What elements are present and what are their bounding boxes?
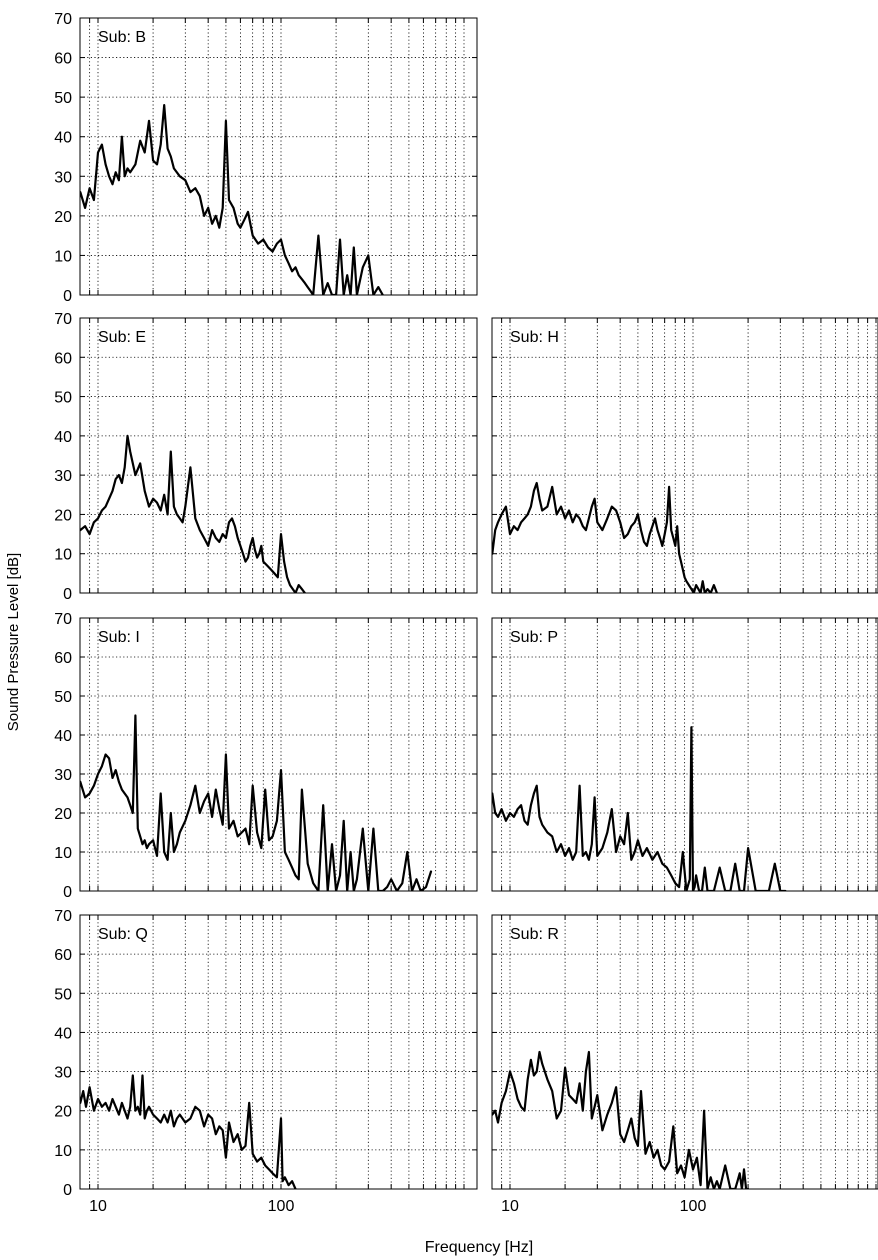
panel-label: Sub: Q xyxy=(98,926,148,943)
panel-label: Sub: H xyxy=(510,329,559,346)
grid xyxy=(80,915,477,1189)
x-tick-label: 10 xyxy=(501,1198,519,1215)
y-tick-label: 30 xyxy=(54,468,72,485)
y-tick-label: 40 xyxy=(54,130,72,147)
y-tick-label: 40 xyxy=(54,728,72,745)
series-line xyxy=(492,1050,750,1189)
panel-sub-e: 0 10 20 30 40 50 60 70 Sub: E xyxy=(54,311,478,603)
y-tick-label: 50 xyxy=(54,689,72,706)
series-line xyxy=(80,714,433,891)
panel-sub-r: 10 100 Sub: R xyxy=(491,914,878,1215)
series-line xyxy=(80,103,384,295)
y-tick-label: 70 xyxy=(54,11,72,28)
panel-label: Sub: R xyxy=(510,926,559,943)
y-tick-label: 0 xyxy=(63,884,72,901)
y-tick-label: 70 xyxy=(54,311,72,328)
grid xyxy=(492,318,878,593)
y-tick-label: 0 xyxy=(63,586,72,603)
panel-frame xyxy=(79,317,478,594)
grid xyxy=(492,915,878,1189)
y-tick-label: 50 xyxy=(54,90,72,107)
y-tick-label: 60 xyxy=(54,350,72,367)
y-tick-label: 30 xyxy=(54,767,72,784)
y-axis-label: Sound Pressure Level [dB] xyxy=(5,553,22,731)
panel-frame xyxy=(79,914,478,1190)
y-tick-label: 0 xyxy=(63,1182,72,1199)
panels: 0 10 20 30 40 50 60 70 Sub: B 0 10 20 30 40 50 60 70 Sub:… xyxy=(54,11,878,1215)
panel-frame xyxy=(491,914,878,1190)
y-tick-label: 40 xyxy=(54,1025,72,1042)
panel-label: Sub: I xyxy=(98,629,140,646)
series-line xyxy=(492,481,719,593)
grid xyxy=(80,618,477,891)
x-tick-label: 100 xyxy=(268,1198,295,1215)
series-line xyxy=(80,434,306,593)
panel-label: Sub: E xyxy=(98,329,146,346)
panel-sub-q: 0 10 20 30 40 50 60 70 10 100 Sub: Q xyxy=(54,908,478,1215)
y-tick-label: 40 xyxy=(54,429,72,446)
y-tick-label: 10 xyxy=(54,248,72,265)
panel-sub-p: Sub: P xyxy=(491,617,878,892)
grid xyxy=(80,18,477,295)
y-tick-label: 10 xyxy=(54,845,72,862)
series-line xyxy=(80,1074,297,1189)
grid xyxy=(492,618,878,891)
y-tick-label: 10 xyxy=(54,1143,72,1160)
y-tick-label: 60 xyxy=(54,947,72,964)
y-tick-label: 20 xyxy=(54,209,72,226)
y-tick-label: 30 xyxy=(54,1065,72,1082)
x-tick-label: 100 xyxy=(680,1198,707,1215)
y-tick-label: 70 xyxy=(54,908,72,925)
y-tick-label: 20 xyxy=(54,806,72,823)
panel-label: Sub: B xyxy=(98,29,146,46)
x-axis-label: Frequency [Hz] xyxy=(425,1239,533,1256)
y-tick-label: 0 xyxy=(63,288,72,305)
y-tick-label: 50 xyxy=(54,986,72,1003)
panel-frame xyxy=(491,617,878,892)
grid xyxy=(80,318,477,593)
panel-sub-b: 0 10 20 30 40 50 60 70 Sub: B xyxy=(54,11,478,305)
y-tick-label: 50 xyxy=(54,390,72,407)
y-tick-label: 30 xyxy=(54,169,72,186)
panel-frame xyxy=(491,317,878,594)
panel-frame xyxy=(79,17,478,296)
x-tick-label: 10 xyxy=(89,1198,107,1215)
panel-frame xyxy=(79,617,478,892)
y-tick-label: 60 xyxy=(54,650,72,667)
y-tick-label: 20 xyxy=(54,1104,72,1121)
y-tick-label: 70 xyxy=(54,611,72,628)
panel-sub-i: 0 10 20 30 40 50 60 70 Sub: I xyxy=(54,611,478,901)
panel-label: Sub: P xyxy=(510,629,558,646)
series-line xyxy=(492,726,787,891)
y-tick-label: 60 xyxy=(54,51,72,68)
y-tick-label: 20 xyxy=(54,507,72,524)
y-tick-label: 10 xyxy=(54,547,72,564)
panel-sub-h: Sub: H xyxy=(491,317,878,594)
